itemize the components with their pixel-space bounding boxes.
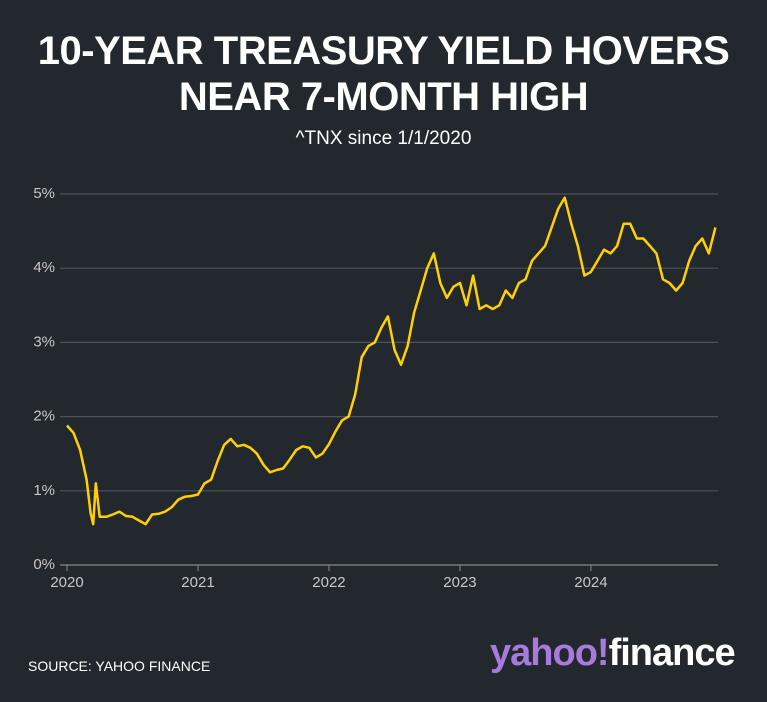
y-tick-label: 4%	[33, 259, 55, 276]
logo-product: finance	[608, 632, 736, 674]
x-tick-label: 2021	[181, 574, 214, 591]
chart-subtitle: ^TNX since 1/1/2020	[295, 128, 472, 149]
y-tick-label: 0%	[33, 556, 55, 573]
logo: yahoo!finance	[490, 632, 736, 675]
y-tick-label: 5%	[33, 185, 55, 202]
y-tick-label: 3%	[33, 333, 55, 350]
source-note: SOURCE: YAHOO FINANCE	[28, 658, 211, 674]
logo-brand: yahoo!	[490, 632, 610, 674]
y-tick-label: 2%	[33, 408, 55, 425]
x-tick-label: 2023	[443, 574, 476, 591]
chart-title: 10-YEAR TREASURY YIELD HOVERS NEAR 7-MON…	[37, 29, 730, 119]
y-tick-label: 1%	[33, 482, 55, 499]
x-tick-label: 2024	[574, 574, 607, 591]
x-tick-label: 2020	[50, 574, 83, 591]
x-tick-label: 2022	[312, 574, 345, 591]
yield-line	[66, 196, 717, 526]
